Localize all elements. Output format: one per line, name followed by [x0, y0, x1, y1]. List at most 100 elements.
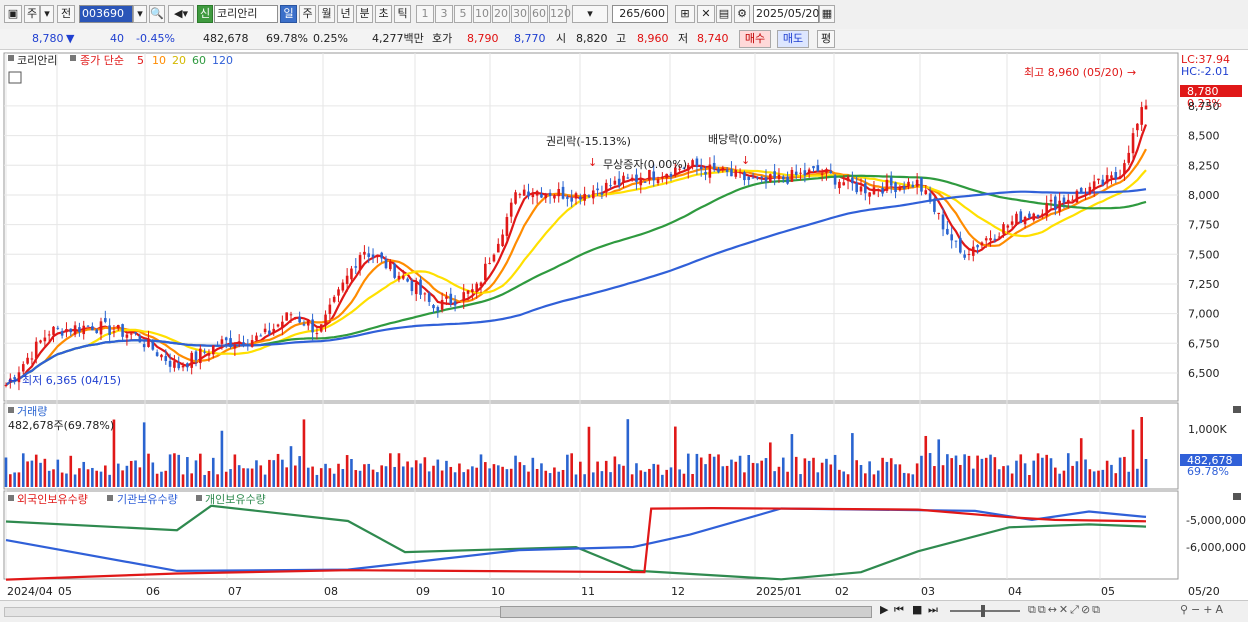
volume-bar — [306, 467, 310, 487]
candle-body — [69, 328, 73, 333]
interval-tab-120[interactable]: 120 — [549, 5, 571, 23]
volume-bar — [790, 434, 794, 487]
code-dropdown-icon[interactable]: ▾ — [133, 5, 147, 23]
drawing-tools-icons[interactable]: ⧉⧉↔✕⤢⊘⧉ — [1028, 603, 1103, 616]
scroll-thumb[interactable] — [500, 606, 872, 618]
volume-bar — [393, 466, 396, 487]
candle-body — [712, 162, 716, 170]
volume-bar — [548, 473, 552, 487]
period-tab-0[interactable]: 일 — [280, 5, 297, 23]
eval-button[interactable]: 평 — [817, 30, 835, 48]
zoom-slider[interactable] — [950, 610, 1020, 612]
volume-bar — [397, 453, 401, 487]
candle-body — [281, 321, 284, 328]
market-dropdown-icon[interactable]: ▾ — [40, 5, 54, 23]
draw-icon[interactable]: ✕ — [697, 5, 715, 23]
candle-body — [704, 171, 707, 175]
volume-bar — [453, 472, 457, 487]
interval-tab-60[interactable]: 60 — [530, 5, 548, 23]
candle-body — [160, 354, 163, 358]
search-icon[interactable]: 🔍 — [149, 5, 165, 23]
zoom-tools-icons[interactable]: ⚲−+A — [1180, 603, 1227, 616]
volume-bar — [255, 460, 258, 487]
period-tab-6[interactable]: 틱 — [394, 5, 411, 23]
volume-bar — [371, 469, 375, 487]
volume-bar — [1079, 438, 1083, 487]
volume-value: 482,678 — [203, 32, 249, 45]
market-select[interactable]: 주 — [24, 5, 40, 23]
volume-bar — [129, 460, 133, 487]
volume-bar — [1136, 468, 1139, 487]
period-tab-4[interactable]: 분 — [356, 5, 373, 23]
candle-body — [941, 214, 945, 230]
volume-bar — [695, 453, 699, 487]
date-tick-label: 2025/01 — [756, 585, 802, 598]
settings-icon[interactable]: ⚙ — [734, 5, 750, 23]
candle-body — [1084, 194, 1087, 196]
count-field[interactable]: 265/600 — [612, 5, 668, 23]
buy-button[interactable]: 매수 — [739, 30, 771, 48]
date-tick-label: 03 — [921, 585, 935, 598]
volume-bar — [872, 474, 876, 487]
candle-body — [846, 176, 850, 182]
candle-body — [229, 338, 232, 347]
institution-legend: 기관보유수량 — [117, 493, 178, 506]
candle-body — [915, 179, 919, 187]
calendar-icon[interactable]: ▦ — [819, 5, 835, 23]
sell-button[interactable]: 매도 — [777, 30, 809, 48]
interval-tab-3[interactable]: 3 — [435, 5, 453, 23]
date-tick-label: 04 — [1008, 585, 1022, 598]
volume-bar — [600, 471, 604, 487]
scroll-right-icon[interactable]: ▶ — [880, 603, 889, 616]
stock-chart[interactable]: 코리안리 종가 단순 5 10 20 60 120 최고 8,960 (05/2… — [0, 51, 1248, 600]
date-field[interactable]: 2025/05/20 — [753, 5, 819, 23]
candle-body — [466, 290, 470, 294]
volume-bar — [1036, 453, 1040, 487]
chart-tools-icon[interactable]: ⊞ — [675, 5, 695, 23]
code-input[interactable]: 003690 — [79, 5, 133, 23]
candle-body — [1058, 200, 1061, 212]
candle-body — [13, 377, 16, 380]
candle-body — [302, 324, 306, 326]
save-icon[interactable]: ▤ — [716, 5, 732, 23]
volume-bar — [829, 464, 833, 487]
new-button[interactable]: 신 — [197, 5, 213, 23]
volume-bar — [933, 466, 936, 487]
sound-icon[interactable]: ◀▾ — [168, 5, 194, 23]
interval-tab-5[interactable]: 5 — [454, 5, 472, 23]
interval-input[interactable]: ▾ — [572, 5, 608, 23]
interval-tab-10[interactable]: 10 — [473, 5, 491, 23]
period-tab-5[interactable]: 초 — [375, 5, 392, 23]
interval-tab-1[interactable]: 1 — [416, 5, 434, 23]
candle-body — [514, 192, 517, 204]
candle-body — [799, 172, 802, 174]
holding-close-icon[interactable] — [1233, 493, 1241, 500]
table-icon[interactable] — [8, 71, 22, 84]
open-value: 8,820 — [576, 32, 608, 45]
prev-button[interactable]: 전 — [57, 5, 75, 23]
interval-tab-20[interactable]: 20 — [492, 5, 510, 23]
interval-tab-30[interactable]: 30 — [511, 5, 529, 23]
candle-body — [324, 314, 327, 326]
volume-bar — [1032, 460, 1036, 487]
count-total: /600 — [640, 7, 665, 20]
candle-body — [1036, 214, 1040, 217]
period-tab-2[interactable]: 월 — [318, 5, 335, 23]
rewind-icon[interactable]: ⏮ — [894, 603, 904, 616]
layout-icon[interactable]: ▣ — [4, 5, 22, 23]
candle-body — [1136, 123, 1139, 131]
candle-body — [600, 192, 604, 195]
holding-box-icon-3 — [196, 495, 202, 501]
stop-icon[interactable]: ■ — [912, 603, 923, 616]
period-tab-3[interactable]: 년 — [337, 5, 354, 23]
price-change-pct: -0.45% — [136, 32, 175, 45]
volume-bar — [928, 453, 932, 487]
stock-name-field[interactable]: 코리안리 — [214, 5, 278, 23]
zoom-slider-handle[interactable] — [981, 605, 985, 617]
volume-close-icon[interactable] — [1233, 406, 1241, 413]
forward-icon[interactable]: ⏭ — [928, 603, 938, 616]
volume-bar — [635, 463, 638, 487]
price-tick-label: 8,000 — [1188, 189, 1220, 202]
period-tab-1[interactable]: 주 — [299, 5, 316, 23]
candle-body — [4, 384, 8, 387]
